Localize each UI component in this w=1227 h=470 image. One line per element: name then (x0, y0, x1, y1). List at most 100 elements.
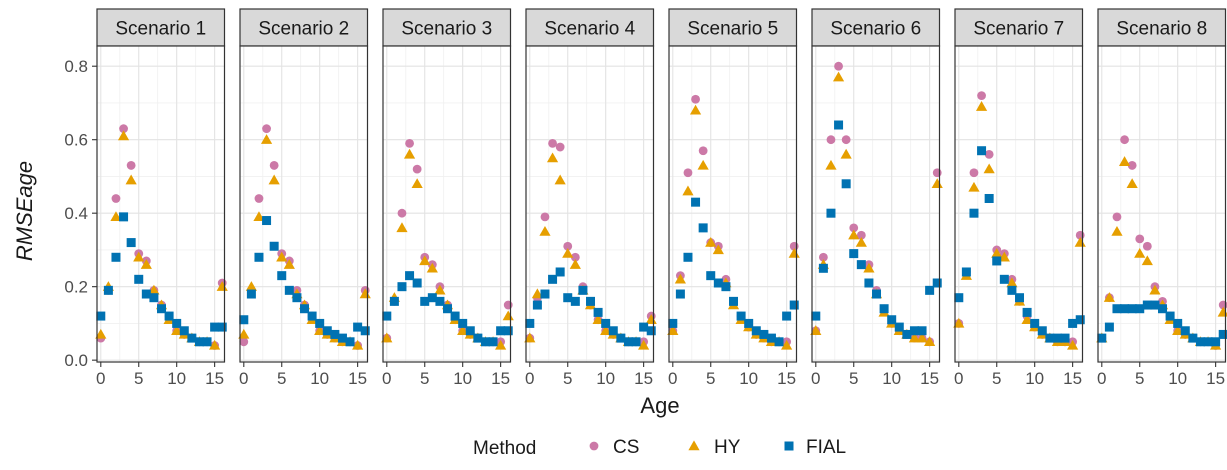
data-point-fial (345, 337, 355, 347)
data-point-fial (1045, 333, 1055, 343)
data-point-hy (457, 325, 469, 335)
data-point-fial (548, 274, 558, 284)
data-point-fial (277, 271, 287, 281)
data-point-hy (426, 262, 438, 273)
data-point-fial (217, 322, 227, 332)
panel-border (954, 45, 1084, 363)
data-point-cs (849, 223, 859, 233)
data-point-fial (578, 285, 588, 295)
data-point-fial (1150, 300, 1160, 310)
data-point-fial (683, 252, 693, 262)
data-point-fial (675, 289, 685, 299)
x-tick-label: 5 (277, 369, 286, 388)
y-tick-label: 0.2 (64, 278, 88, 297)
facet-panel: Scenario 1 0 5 10 15 (95, 8, 228, 388)
data-point-fial (992, 256, 1002, 266)
data-point-hy (1217, 306, 1227, 317)
data-point-cs (1127, 161, 1137, 170)
data-point-hy (546, 152, 559, 163)
data-point-cs (540, 212, 550, 222)
data-point-fial (1007, 285, 1017, 295)
facet-panel: Scenario 8 0 5 10 15 (1096, 8, 1227, 388)
data-point-fial (1068, 318, 1078, 328)
data-point-hy (1118, 156, 1131, 166)
data-point-hy (953, 317, 965, 328)
data-point-cs (977, 91, 986, 101)
data-point-fial (782, 311, 792, 321)
data-point-fial (172, 318, 182, 328)
data-point-fial (284, 285, 294, 295)
data-point-fial (1188, 333, 1198, 343)
facet-strip (525, 8, 655, 47)
data-point-hy (781, 339, 793, 350)
data-point-fial (458, 318, 468, 328)
data-point-hy (245, 281, 257, 291)
panel-border (668, 45, 798, 363)
data-point-fial (856, 260, 866, 270)
data-point-fial (397, 282, 407, 292)
data-point-fial (96, 311, 106, 321)
data-point-fial (134, 274, 144, 284)
data-point-hy (238, 328, 250, 339)
facet-strip (1097, 8, 1227, 47)
data-point-fial (262, 216, 272, 226)
x-tick-label: 10 (739, 369, 758, 388)
data-point-cs (119, 124, 128, 134)
data-point-hy (133, 251, 145, 262)
panel-border (382, 45, 512, 363)
data-point-fial (488, 337, 498, 347)
data-point-fial (729, 296, 739, 306)
data-point-cs (856, 230, 866, 240)
data-point-fial (503, 326, 513, 336)
data-point-hy (991, 248, 1003, 258)
data-point-cs (818, 252, 828, 262)
data-point-hy (848, 229, 860, 240)
x-tick-label: 5 (992, 369, 1001, 388)
x-tick-label: 15 (634, 369, 653, 388)
data-point-fial (443, 304, 453, 314)
data-point-fial (269, 241, 279, 251)
data-point-fial (480, 337, 490, 347)
data-point-fial (532, 300, 542, 310)
data-point-fial (1211, 337, 1221, 347)
data-point-fial (194, 337, 204, 347)
legend-key-fial (784, 441, 794, 451)
facet-strip-label: Scenario 7 (973, 19, 1064, 40)
data-point-cs (397, 208, 407, 218)
x-tick-label: 15 (1063, 369, 1082, 388)
data-point-cs (841, 135, 851, 145)
data-point-fial (405, 271, 415, 281)
panel-border (1097, 45, 1227, 363)
x-tick-label: 0 (96, 369, 105, 388)
x-tick-label: 5 (706, 369, 715, 388)
data-point-hy (674, 273, 686, 284)
y-tick-label: 0.0 (64, 351, 88, 370)
data-point-fial (887, 315, 897, 325)
data-point-fial (157, 304, 167, 314)
data-point-fial (1097, 333, 1107, 343)
facet-strip (811, 8, 941, 47)
data-point-fial (834, 120, 844, 130)
panel-border (811, 45, 941, 363)
data-point-fial (1060, 333, 1070, 343)
data-point-fial (1203, 337, 1213, 347)
data-point-fial (818, 263, 828, 273)
data-point-hy (1021, 314, 1033, 324)
legend-label-fial: FIAL (806, 437, 846, 458)
data-point-fial (766, 333, 776, 343)
data-point-fial (179, 326, 189, 336)
data-point-cs (548, 138, 557, 148)
data-point-cs (1135, 234, 1145, 244)
data-point-fial (300, 304, 310, 314)
data-point-fial (473, 333, 483, 343)
panel-border (239, 45, 369, 363)
facet-strip (96, 8, 226, 47)
data-point-fial (353, 322, 363, 332)
panel-background (383, 46, 511, 362)
data-point-hy (924, 336, 936, 346)
data-point-fial (1158, 304, 1168, 314)
data-point-fial (1165, 311, 1175, 321)
data-point-hy (600, 325, 612, 335)
data-point-fial (1173, 318, 1183, 328)
